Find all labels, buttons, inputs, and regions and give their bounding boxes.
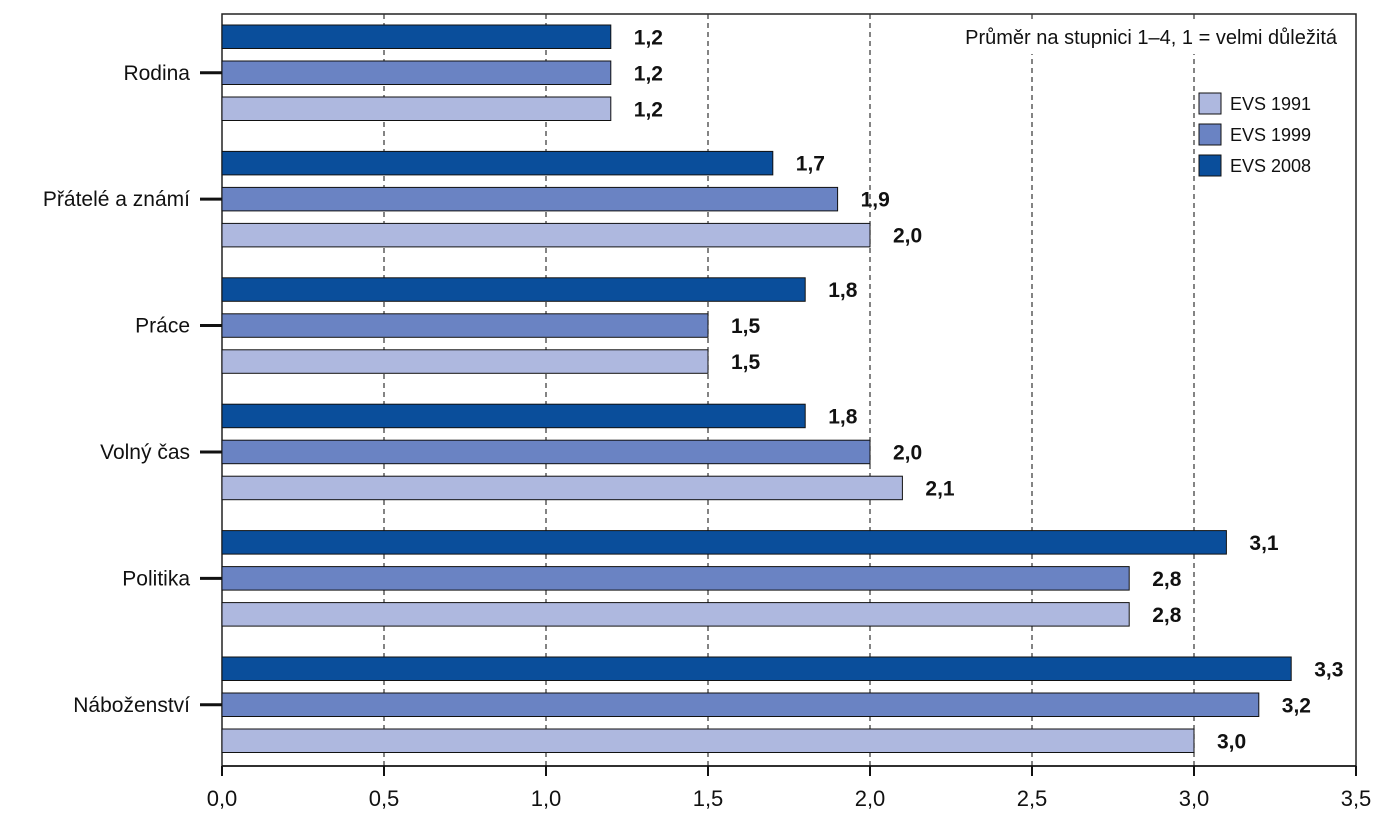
bar (221, 60, 612, 85)
category-label: Práce (135, 315, 190, 338)
data-label: 1,9 (861, 189, 890, 212)
data-label: 1,2 (634, 26, 663, 49)
bar (221, 150, 774, 176)
legend-label: EVS 1991 (1230, 94, 1311, 114)
bar (221, 277, 806, 302)
data-label: 2,0 (893, 225, 922, 248)
category-labels: Rodina Přátelé a známí Práce Volný čas Polit… (43, 62, 222, 717)
data-label: 3,0 (1217, 730, 1246, 753)
x-tick-label: 0,0 (207, 786, 238, 811)
category-label: Politika (122, 567, 190, 590)
bar (221, 530, 1227, 555)
legend-label: EVS 1999 (1230, 125, 1311, 145)
data-label: 2,0 (893, 441, 922, 464)
note-background (872, 20, 1342, 54)
category-label: Náboženství (73, 694, 190, 717)
category-label: Volný čas (100, 441, 190, 464)
legend-label: EVS 2008 (1230, 156, 1311, 176)
legend-swatch (1198, 92, 1222, 115)
legend-swatch (1198, 123, 1222, 146)
x-tick-label: 3,0 (1179, 786, 1210, 811)
bar (221, 566, 1130, 591)
bar (221, 656, 1292, 681)
x-tick-label: 2,5 (1017, 786, 1048, 811)
data-label: 1,5 (731, 315, 761, 338)
bar (221, 186, 839, 212)
legend-swatch (1198, 154, 1222, 177)
x-axis: 0,0 0,5 1,0 1,5 2,0 2,5 3,0 3,5 (207, 765, 1372, 811)
bar (221, 439, 871, 465)
data-label: 1,2 (634, 62, 663, 85)
x-tick-label: 0,5 (369, 786, 400, 811)
legend: EVS 1991 EVS 1999 EVS 2008 (1198, 92, 1311, 177)
bar (221, 313, 709, 338)
data-label: 2,1 (925, 477, 955, 500)
data-label: 2,8 (1152, 568, 1182, 591)
bar (221, 403, 806, 429)
bar (221, 24, 612, 49)
x-tick-label: 3,5 (1341, 786, 1372, 811)
chart-note: Průměr na stupnici 1–4, 1 = velmi důleži… (965, 27, 1338, 49)
value-labels: 1,21,21,21,71,92,01,81,51,51,82,02,13,12… (634, 26, 1344, 753)
data-label: 3,3 (1314, 658, 1343, 681)
data-label: 1,8 (828, 279, 858, 302)
x-tick-label: 2,0 (855, 786, 886, 811)
bar (221, 475, 903, 501)
bar (221, 96, 612, 121)
data-label: 1,8 (828, 405, 858, 428)
data-label: 3,2 (1282, 694, 1311, 717)
bar (221, 728, 1195, 753)
x-tick-label: 1,5 (693, 786, 724, 811)
bar (221, 222, 871, 248)
category-label: Rodina (123, 62, 190, 85)
data-label: 1,5 (731, 351, 761, 374)
plot-frame (221, 13, 1357, 767)
data-label: 2,8 (1152, 604, 1182, 627)
data-label: 1,2 (634, 98, 663, 121)
bar (221, 692, 1260, 717)
data-label: 3,1 (1249, 532, 1279, 555)
bar (221, 602, 1130, 627)
category-label: Přátelé a známí (43, 188, 190, 211)
x-tick-label: 1,0 (531, 786, 562, 811)
bar (221, 349, 709, 374)
data-label: 1,7 (796, 153, 825, 176)
